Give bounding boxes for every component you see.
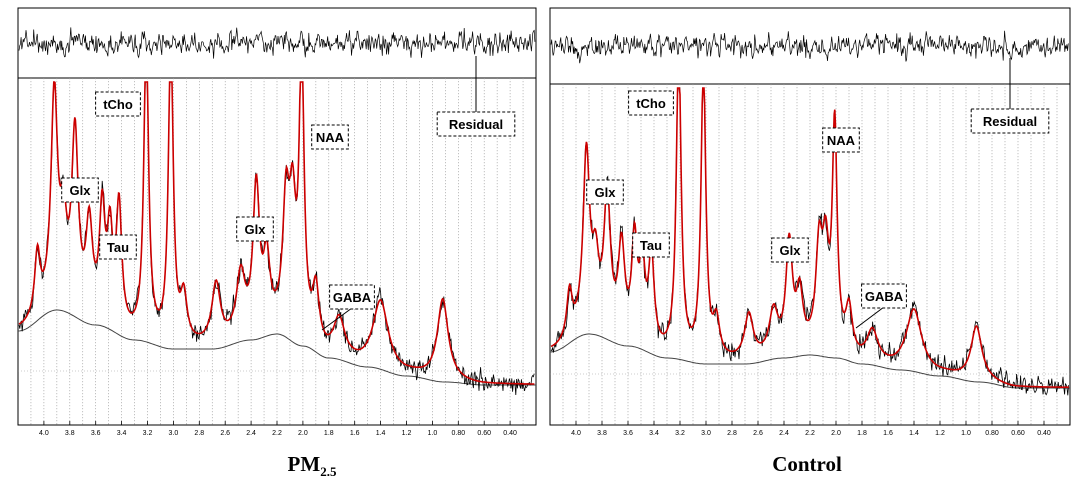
x-tick-label: 1.2 [402,430,412,437]
residual-line [550,30,1069,64]
annotation-label: Glx [771,237,809,263]
annotation-label: Glx [236,216,274,242]
baseline-curve [549,333,1070,389]
x-tick-label: 1.2 [935,430,945,437]
gaba-leader-line [855,306,885,329]
annotation-text: tCho [103,97,133,112]
annotation-text: Residual [449,117,503,132]
x-tick-label: 2.2 [272,430,282,437]
x-tick-label: 1.6 [350,430,360,437]
annotation-text: Tau [640,238,662,253]
x-tick-label: 1.0 [961,430,971,437]
x-tick-label: 3.4 [649,430,659,437]
annotation-label: Glx [586,179,624,205]
x-tick-label: 1.4 [376,430,386,437]
annotation-text: NAA [316,130,345,145]
x-tick-label: 2.8 [194,430,204,437]
annotation-label: NAA [822,127,860,153]
x-tick-label: 4.0 [571,430,581,437]
residual-line [18,27,536,59]
x-tick-label: 2.8 [727,430,737,437]
fit-line [18,81,535,385]
x-tick-label: 1.6 [883,430,893,437]
annotation-label: Tau [632,232,670,258]
annotation-label: GABA [861,283,907,309]
panel-title-pm25: PM2.5 [287,452,337,480]
x-tick-label: 3.0 [169,430,179,437]
annotation-text: Tau [107,240,129,255]
annotation-label: tCho [628,90,674,116]
annotation-label: Residual [436,111,516,137]
annotation-text: Glx [780,243,802,258]
x-tick-label: 0.60 [477,430,491,437]
x-tick-label: 1.8 [324,430,334,437]
x-tick-label: 2.0 [298,430,308,437]
x-tick-label: 1.8 [857,430,867,437]
x-tick-label: 2.0 [831,430,841,437]
annotation-text: Glx [245,222,267,237]
x-tick-label: 2.2 [805,430,815,437]
x-tick-label: 0.40 [503,430,517,437]
annotation-text: GABA [865,289,904,304]
x-tick-label: 0.80 [451,430,465,437]
annotation-text: Glx [595,185,617,200]
x-tick-label: 0.80 [985,430,999,437]
x-tick-label: 2.4 [246,430,256,437]
x-tick-label: 3.6 [623,430,633,437]
annotation-text: NAA [827,133,856,148]
spectrum-line [550,87,1069,396]
x-tick-label: 2.6 [220,430,230,437]
x-tick-label: 3.8 [65,430,75,437]
x-tick-label: 4.0 [39,430,49,437]
annotation-text: tCho [636,96,666,111]
panel-control: 4.0 3.8 3.6 3.4 3.2 3.0 2.8 2.6 2.4 2.2 2.0 1.8 1.6 1… [549,7,1071,437]
x-tick-label: 2.6 [753,430,763,437]
x-tick-label: 3.6 [91,430,101,437]
x-tick-label: 0.40 [1037,430,1051,437]
panel-title-control: Control [772,452,842,476]
annotation-label: NAA [311,124,349,150]
annotation-label: Glx [61,177,99,203]
baseline-curve [17,309,536,386]
annotation-label: Residual [970,108,1050,134]
annotation-text: GABA [333,290,372,305]
x-tick-label: 0.60 [1011,430,1025,437]
x-tick-label: 3.0 [701,430,711,437]
annotation-label: GABA [329,284,375,310]
annotation-text: Residual [983,114,1037,129]
annotation-label: tCho [95,91,141,117]
x-tick-label: 3.2 [675,430,685,437]
gaba-leader-line [321,307,353,331]
x-tick-label: 1.0 [428,430,438,437]
annotation-label: Tau [99,234,137,260]
x-tick-label: 1.4 [909,430,919,437]
panel-pm25: 4.0 3.8 3.6 3.4 3.2 3.0 2.8 2.6 2.4 2.2 2.0 1.8 1.6 1… [17,7,537,437]
x-tick-label: 3.4 [117,430,127,437]
x-tick-label: 2.4 [779,430,789,437]
annotation-text: Glx [70,183,92,198]
x-tick-label: 3.8 [597,430,607,437]
x-tick-label: 3.2 [143,430,153,437]
